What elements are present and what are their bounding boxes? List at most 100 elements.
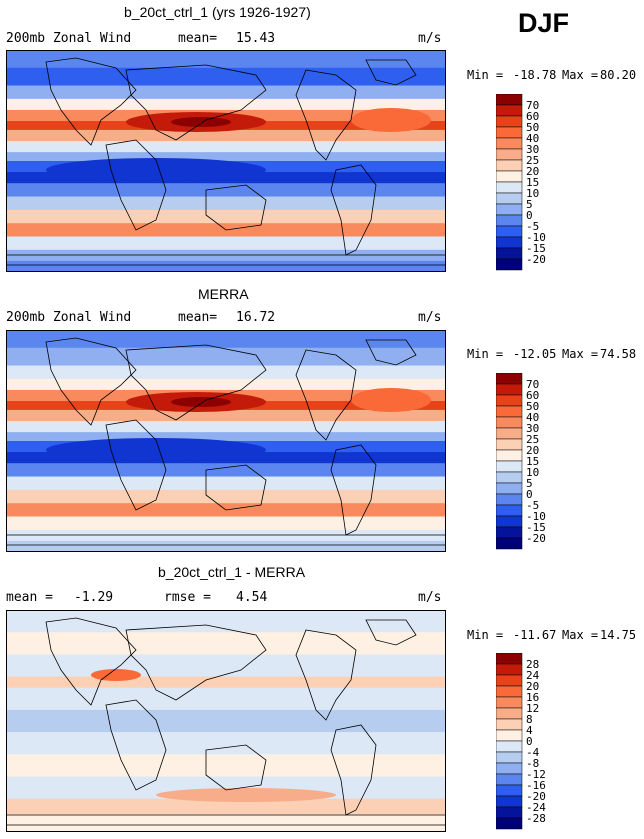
- coastline: [330, 444, 377, 536]
- max-label: Max =: [562, 347, 599, 361]
- min-label: Min =: [467, 347, 504, 361]
- colorbar-tick-label: 20: [526, 444, 539, 457]
- min-value: -11.67: [513, 628, 557, 642]
- field-band: [6, 732, 446, 755]
- field-band: [6, 236, 446, 251]
- map-frame: [6, 330, 446, 552]
- colorbar-tick-label: 20: [526, 165, 539, 178]
- units-label: m/s: [418, 31, 442, 46]
- jet-core: [351, 388, 431, 412]
- field-band: [6, 687, 446, 711]
- colorbar-swatch: [496, 817, 523, 830]
- mean-value: 15.43: [236, 31, 276, 46]
- colorbar-tick-label: -24: [526, 801, 546, 814]
- colorbar-swatch: [496, 740, 523, 753]
- colorbar-tick-label: -12: [526, 768, 546, 781]
- colorbar-swatch: [496, 696, 523, 709]
- coastline: [125, 344, 267, 421]
- colorbar-tick-label: -16: [526, 779, 546, 792]
- max-label: Max =: [562, 628, 599, 642]
- min-label: Min =: [467, 68, 504, 82]
- colorbar-tick-label: 0: [526, 209, 533, 222]
- coastline: [105, 419, 167, 511]
- difference-anomaly: [156, 788, 336, 802]
- colorbar-tick-label: -4: [526, 746, 540, 759]
- colorbar-swatch: [496, 104, 523, 117]
- field-band: [6, 476, 446, 491]
- coastline: [205, 184, 267, 231]
- colorbar-swatch: [496, 236, 523, 249]
- zonal-wind-map: [6, 50, 446, 272]
- variable-label: 200mb Zonal Wind: [6, 31, 132, 46]
- coastline: [330, 724, 377, 816]
- colorbar-swatch: [496, 192, 523, 205]
- field-band: [6, 421, 446, 433]
- colorbar-tick-label: 0: [526, 488, 533, 501]
- field-band: [6, 249, 446, 262]
- field-band: [6, 152, 446, 162]
- colorbar-tick-label: -28: [526, 812, 546, 825]
- field-band: [6, 632, 446, 655]
- colorbar-swatch: [496, 784, 523, 797]
- colorbar-swatch: [496, 674, 523, 687]
- field-band: [6, 798, 446, 815]
- coastline: [105, 139, 167, 231]
- field-band: [6, 409, 446, 422]
- colorbar-tick-label: 10: [526, 187, 539, 200]
- colorbar-tick-label: -10: [526, 510, 546, 523]
- colorbar-tick-label: -20: [526, 790, 546, 803]
- season-label: DJF: [518, 8, 570, 38]
- colorbar-swatch: [496, 729, 523, 742]
- field-band: [6, 365, 446, 380]
- colorbar-tick-label: -8: [526, 757, 539, 770]
- colorbar-swatch: [496, 115, 523, 128]
- field-band: [6, 516, 446, 531]
- coastline: [6, 254, 446, 266]
- units-label: m/s: [418, 310, 442, 325]
- field-band: [6, 814, 446, 832]
- coastline: [45, 617, 137, 706]
- colorbar-swatch: [496, 137, 523, 150]
- colorbar-swatch: [496, 394, 523, 407]
- colorbar-tick-label: 25: [526, 433, 539, 446]
- colorbar-swatch: [496, 170, 523, 183]
- colorbar-tick-label: -20: [526, 253, 546, 266]
- mean-label: mean =: [6, 590, 53, 605]
- coastline: [45, 57, 137, 146]
- colorbar-tick-label: -5: [526, 499, 539, 512]
- field-band: [6, 141, 446, 153]
- field-band: [6, 378, 446, 391]
- panel-title: b_20ct_ctrl_1 (yrs 1926-1927): [124, 4, 311, 20]
- coastline: [205, 464, 267, 511]
- colorbar-swatch: [496, 762, 523, 775]
- colorbar-swatch: [496, 795, 523, 808]
- min-value: -18.78: [513, 68, 557, 82]
- field-band: [6, 654, 446, 678]
- colorbar-tick-label: 0: [526, 735, 533, 748]
- units-label: m/s: [418, 590, 442, 605]
- field-band: [6, 50, 446, 69]
- field-band: [6, 196, 446, 211]
- map-frame: [6, 610, 446, 832]
- colorbar-swatch: [496, 416, 523, 429]
- coastline: [365, 59, 417, 86]
- colorbar-swatch: [496, 225, 523, 238]
- colorbar-swatch: [496, 181, 523, 194]
- jet-core: [351, 108, 431, 132]
- colorbar-swatch: [496, 373, 523, 385]
- colorbar-swatch: [496, 449, 523, 462]
- colorbar-tick-label: 10: [526, 466, 539, 479]
- panel-title: MERRA: [198, 286, 249, 302]
- colorbar-swatch: [496, 707, 523, 720]
- field-band: [6, 432, 446, 442]
- max-value: 80.20: [600, 68, 637, 82]
- colorbar-tick-label: 12: [526, 702, 539, 715]
- colorbar-swatch: [496, 685, 523, 698]
- colorbar-swatch: [496, 427, 523, 440]
- colorbar-tick-label: 50: [526, 400, 539, 413]
- colorbar-tick-label: 70: [526, 99, 539, 112]
- colorbar-swatch: [496, 653, 523, 665]
- difference-anomaly: [206, 712, 326, 728]
